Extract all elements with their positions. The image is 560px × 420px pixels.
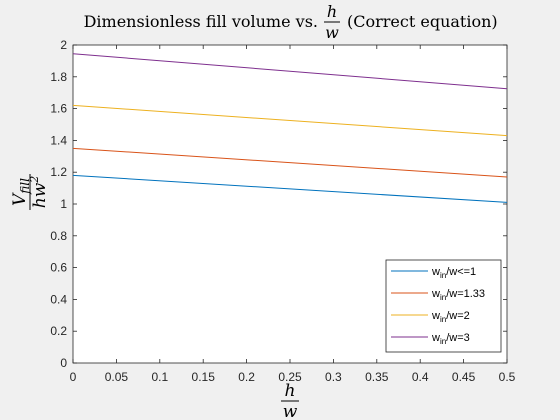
x-tick-label: 0.25	[278, 370, 302, 384]
legend-label-1: win/w=1.33	[431, 288, 485, 302]
ylabel-denominator: hw2	[28, 176, 50, 209]
y-tick-label: 1.2	[50, 165, 67, 179]
title-prefix: Dimensionless fill volume vs.	[84, 12, 318, 31]
title-frac-denominator: w	[325, 23, 339, 42]
y-tick-label: 0.2	[50, 324, 67, 338]
chart-title: Dimensionless fill volume vs. h w (Corre…	[84, 2, 498, 42]
legend-label-2: win/w=2	[431, 310, 470, 324]
axis-ticks: 0 0.05 0.1 0.15 0.2 0.25 0.3 0.35 0.4 0.45 0.5 0 0.2…	[50, 38, 515, 384]
y-tick-label: 0.4	[50, 292, 67, 306]
y-tick-label: 1.4	[50, 133, 67, 147]
series-line-3	[72, 53, 508, 90]
y-tick-label: 2	[60, 38, 67, 52]
x-tick-label: 0.35	[365, 370, 389, 384]
legend-label-0: win/w<=1	[431, 266, 476, 280]
y-tick-label: 0.8	[50, 229, 67, 243]
y-tick-label: 1	[60, 197, 67, 211]
x-tick-label: 0.1	[151, 370, 168, 384]
x-tick-label: 0.2	[238, 370, 255, 384]
x-tick-label: 0.4	[412, 370, 429, 384]
series-lines	[72, 53, 508, 203]
ylabel-numerator: Vfill	[10, 178, 32, 206]
x-tick-label: 0.5	[499, 370, 516, 384]
y-tick-label: 0.6	[50, 261, 67, 275]
legend-label-3: win/w=3	[431, 332, 470, 346]
y-tick-label: 1.8	[50, 70, 67, 84]
x-tick-label: 0.3	[325, 370, 342, 384]
xlabel-denominator: w	[283, 402, 298, 420]
title-suffix: (Correct equation)	[347, 12, 498, 31]
y-axis-label: Vfill hw2	[10, 174, 50, 210]
y-tick-label: 0	[60, 356, 67, 370]
x-axis-label: h w	[281, 381, 299, 420]
legend: win/w<=1 win/w=1.33 win/w=2 win/w=3	[385, 259, 502, 353]
x-tick-label: 0.45	[452, 370, 476, 384]
x-tick-label: 0.15	[192, 370, 216, 384]
series-line-1	[72, 147, 508, 178]
x-tick-label: 0.05	[105, 370, 129, 384]
xlabel-numerator: h	[285, 381, 296, 401]
title-frac-numerator: h	[327, 2, 337, 21]
x-tick-label: 0	[70, 370, 77, 384]
series-line-0	[72, 174, 508, 203]
series-line-2	[72, 104, 508, 137]
y-tick-label: 1.6	[50, 102, 67, 116]
